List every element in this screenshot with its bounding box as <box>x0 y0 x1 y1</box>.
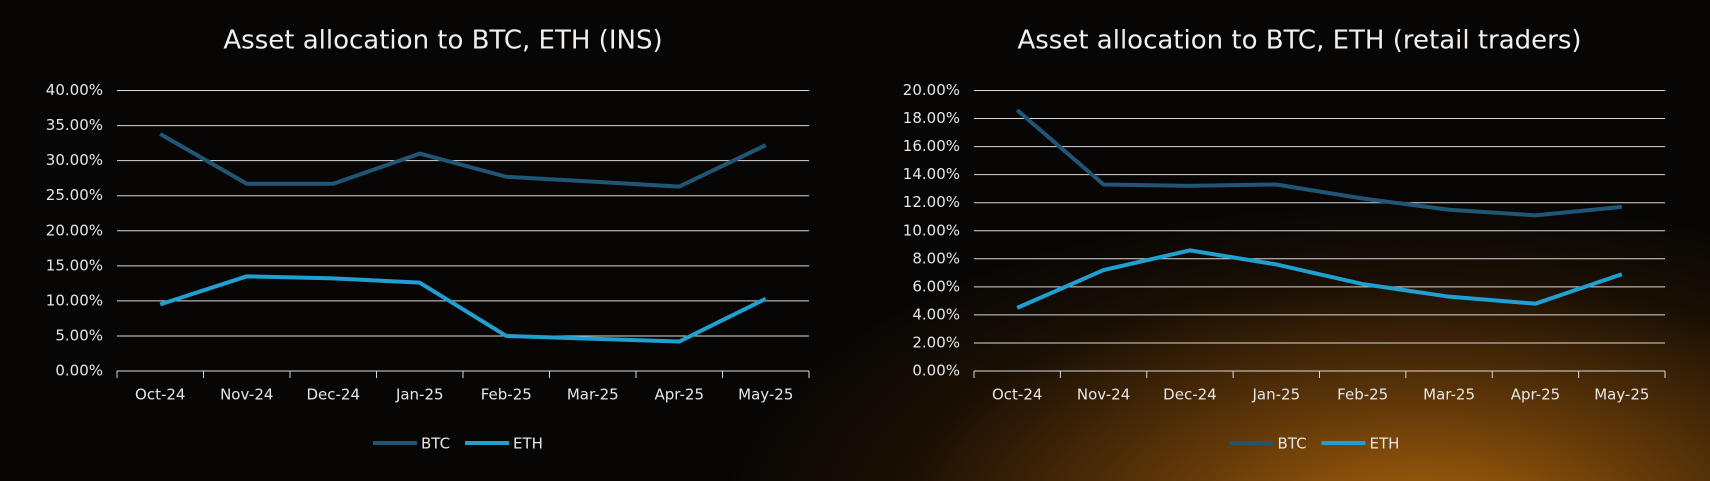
y-tick-label: 8.00% <box>912 249 960 267</box>
x-tick-label: Dec-24 <box>1163 386 1217 404</box>
series-line <box>159 274 767 344</box>
x-tick-label: Mar-25 <box>567 386 619 404</box>
y-tick-label: 35.00% <box>46 116 103 134</box>
y-tick-label: 25.00% <box>46 186 103 204</box>
y-tick-label: 12.00% <box>903 193 960 211</box>
x-tick-label: May-25 <box>1594 386 1649 404</box>
y-tick-label: 0.00% <box>912 362 960 380</box>
x-tick-label: Nov-24 <box>1077 386 1130 404</box>
series-line <box>1015 108 1623 218</box>
x-tick-label: Feb-25 <box>1337 386 1388 404</box>
y-tick-label: 30.00% <box>46 151 103 169</box>
y-tick-label: 4.00% <box>912 305 960 323</box>
x-tick-label: Mar-25 <box>1423 386 1475 404</box>
legend-label: ETH <box>1370 435 1400 453</box>
y-tick-label: 10.00% <box>46 291 103 309</box>
y-tick-label: 5.00% <box>55 326 103 344</box>
y-tick-label: 16.00% <box>903 137 960 155</box>
chart-title: Asset allocation to BTC, ETH (INS) <box>223 26 662 56</box>
y-tick-label: 15.00% <box>46 256 103 274</box>
legend-label: BTC <box>421 435 450 453</box>
y-tick-label: 0.00% <box>55 362 103 380</box>
x-tick-label: Jan-25 <box>395 386 444 404</box>
y-tick-label: 2.00% <box>912 333 960 351</box>
x-tick-label: May-25 <box>738 386 793 404</box>
legend-label: BTC <box>1278 435 1307 453</box>
y-tick-label: 40.00% <box>46 81 103 99</box>
x-tick-label: Apr-25 <box>655 386 705 404</box>
x-tick-label: Oct-24 <box>135 386 185 404</box>
chart-title: Asset allocation to BTC, ETH (retail tra… <box>1017 26 1581 56</box>
series-line <box>159 132 767 189</box>
y-tick-label: 6.00% <box>912 277 960 295</box>
y-tick-label: 14.00% <box>903 165 960 183</box>
y-tick-label: 20.00% <box>46 221 103 239</box>
y-tick-label: 10.00% <box>903 221 960 239</box>
x-tick-label: Jan-25 <box>1252 386 1301 404</box>
y-tick-label: 20.00% <box>903 81 960 99</box>
x-tick-label: Oct-24 <box>992 386 1042 404</box>
y-tick-label: 18.00% <box>903 109 960 127</box>
x-tick-label: Feb-25 <box>481 386 532 404</box>
series-line <box>1016 248 1623 310</box>
legend-label: ETH <box>513 435 543 453</box>
x-tick-label: Apr-25 <box>1511 386 1561 404</box>
x-tick-label: Nov-24 <box>220 386 273 404</box>
x-tick-label: Dec-24 <box>306 386 360 404</box>
